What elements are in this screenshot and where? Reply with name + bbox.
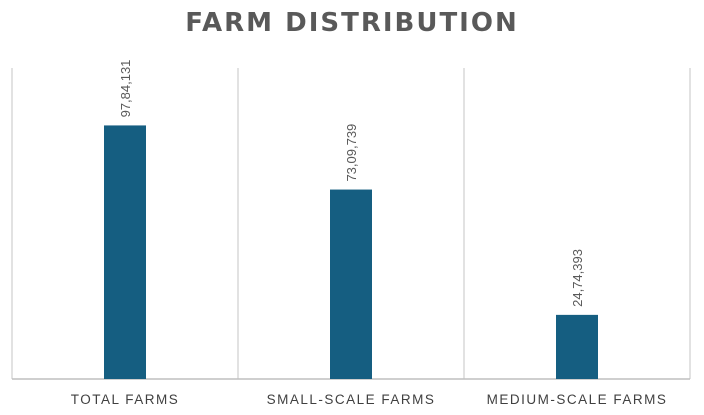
- data-label: 73,09,739: [344, 124, 359, 182]
- bar: [556, 314, 598, 379]
- category-label: TOTAL FARMS: [71, 392, 180, 407]
- data-label: 24,74,393: [570, 249, 585, 307]
- bars: [104, 125, 598, 379]
- bar: [330, 189, 372, 379]
- bar: [104, 125, 146, 379]
- category-labels: TOTAL FARMS SMALL-SCALE FARMS MEDIUM-SCALE…: [71, 392, 668, 407]
- data-labels: 97,84,131 73,09,739 24,74,393: [118, 60, 585, 307]
- category-label: SMALL-SCALE FARMS: [267, 392, 436, 407]
- category-label: MEDIUM-SCALE FARMS: [487, 392, 668, 407]
- data-label: 97,84,131: [118, 60, 133, 118]
- chart-title: FARM DISTRIBUTION: [185, 8, 519, 38]
- category-dividers: [11, 68, 691, 379]
